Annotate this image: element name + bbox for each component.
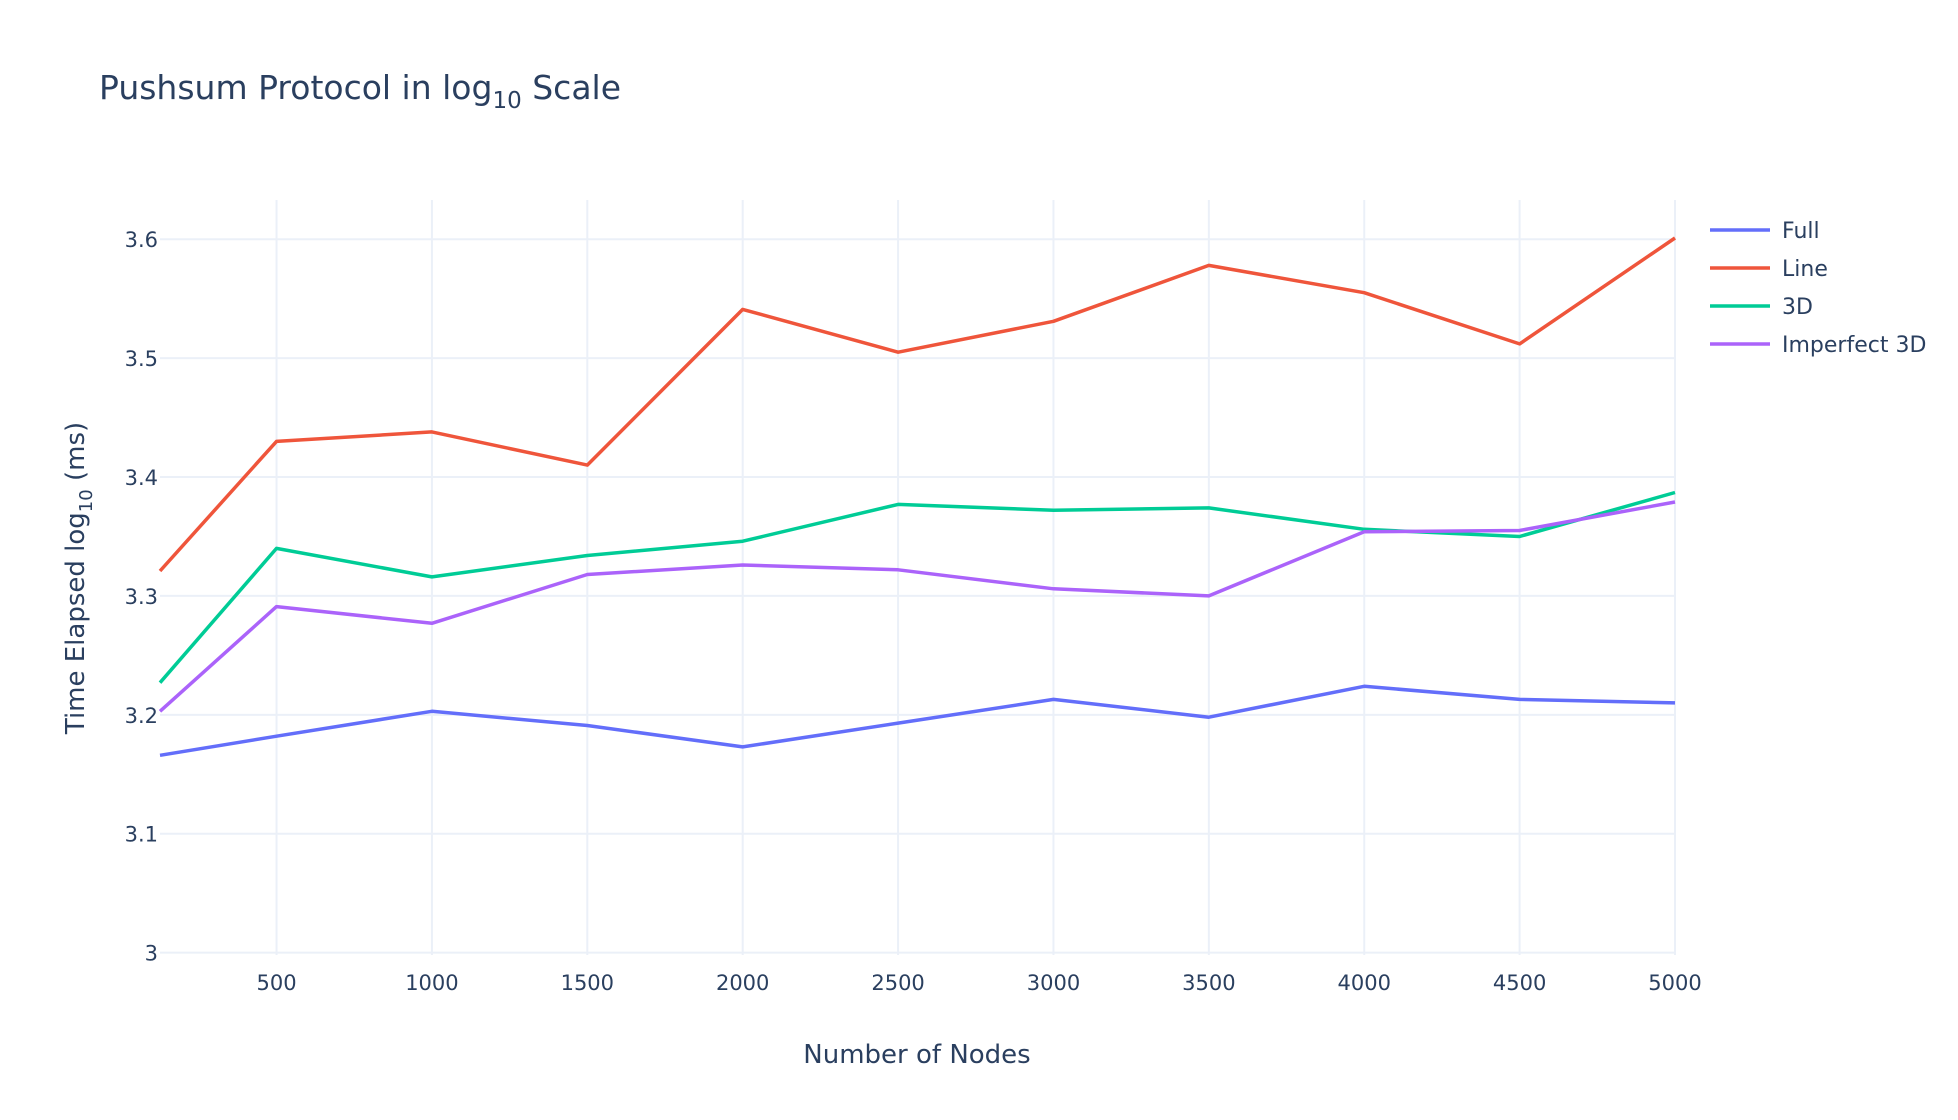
legend-item[interactable]: Line xyxy=(1710,257,1828,282)
x-tick-label: 1500 xyxy=(561,971,614,995)
series-line-imperfect-3d xyxy=(158,500,1676,713)
legend-label: Line xyxy=(1782,257,1828,282)
series-layer xyxy=(158,236,1676,758)
legend-label: Imperfect 3D xyxy=(1782,333,1926,358)
x-tick-label: 4000 xyxy=(1338,971,1391,995)
y-tick-label: 3.3 xyxy=(125,585,158,609)
legend-item[interactable]: Imperfect 3D xyxy=(1710,333,1926,358)
x-tick-label: 2500 xyxy=(871,971,924,995)
x-tick-label: 1000 xyxy=(405,971,458,995)
y-tick-label: 3 xyxy=(145,942,158,966)
x-tick-label: 3000 xyxy=(1027,971,1080,995)
legend-label: 3D xyxy=(1782,295,1813,320)
y-tick-label: 3.1 xyxy=(125,823,158,847)
series-line-full xyxy=(159,684,1676,758)
tick-layer: 500 1000 1500 2000 2500 3000 3500 4000 4500 5000 3… xyxy=(125,228,1702,995)
x-tick-label: 2000 xyxy=(716,971,769,995)
legend-item[interactable]: Full xyxy=(1710,219,1820,244)
series-line-line xyxy=(158,236,1676,573)
y-axis-title: Time Elapsed log10 (ms) xyxy=(61,422,97,735)
x-tick-label: 4500 xyxy=(1493,971,1546,995)
legend-item[interactable]: 3D xyxy=(1710,295,1813,320)
legend: Full Line 3D Imperfect 3D xyxy=(1710,219,1926,358)
y-tick-label: 3.6 xyxy=(125,228,158,252)
y-tick-label: 3.2 xyxy=(125,704,158,728)
y-tick-label: 3.4 xyxy=(125,466,158,490)
chart-title: Pushsum Protocol in log10 Scale xyxy=(99,68,621,114)
legend-label: Full xyxy=(1782,219,1820,244)
grid-layer xyxy=(160,200,1676,955)
x-tick-label: 3500 xyxy=(1182,971,1235,995)
x-tick-label: 500 xyxy=(256,971,296,995)
x-tick-label: 5000 xyxy=(1648,971,1701,995)
y-tick-label: 3.5 xyxy=(125,347,158,371)
x-axis-title: Number of Nodes xyxy=(803,1040,1030,1070)
